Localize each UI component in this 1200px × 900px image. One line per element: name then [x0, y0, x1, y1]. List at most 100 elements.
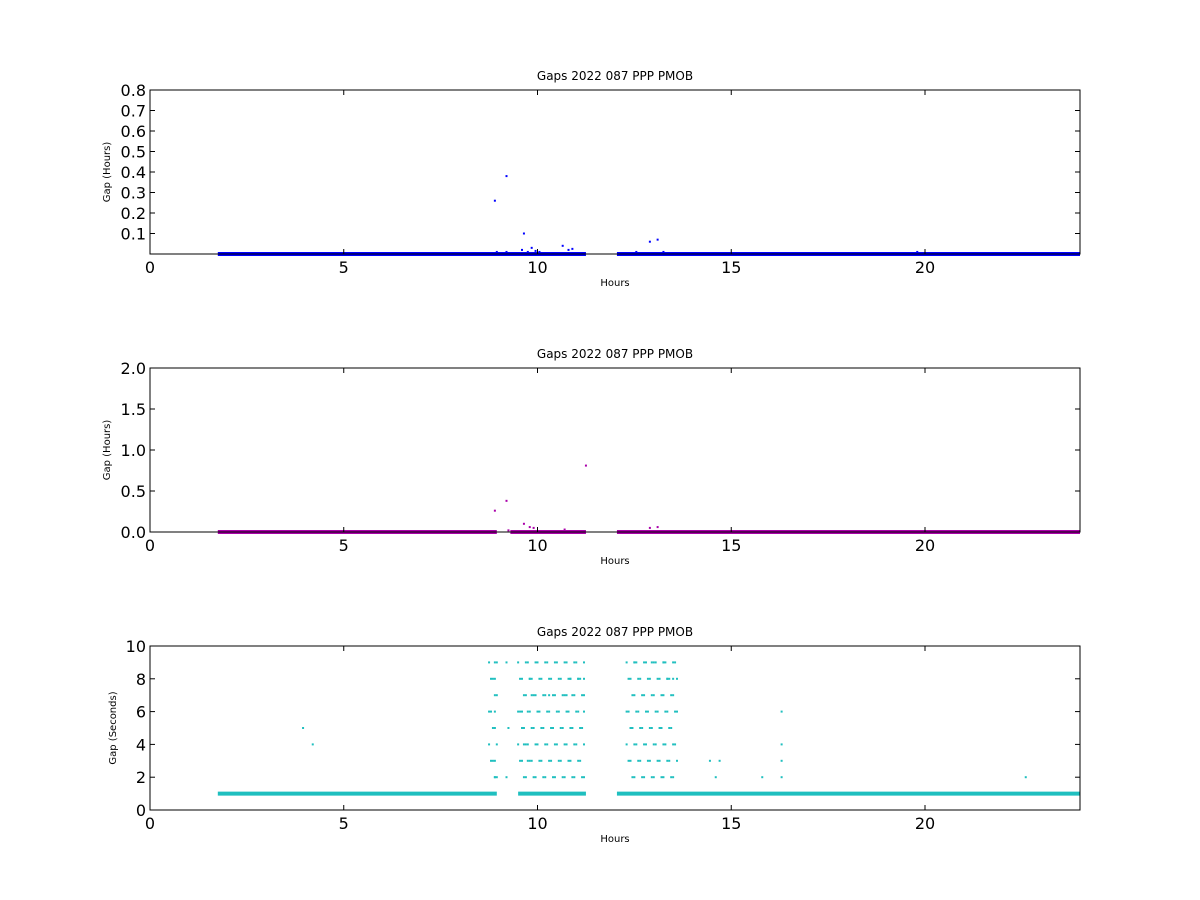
data-point: [662, 661, 665, 664]
data-point: [490, 710, 492, 713]
data-point: [542, 776, 545, 779]
data-point: [505, 499, 508, 502]
data-point: [571, 727, 574, 729]
data-point: [676, 710, 678, 713]
data-point: [656, 710, 659, 713]
data-point: [654, 661, 657, 664]
data-point: [490, 677, 492, 680]
data-point: [565, 710, 568, 713]
data-point: [648, 240, 651, 243]
data-point: [646, 710, 649, 713]
data-point: [557, 759, 560, 762]
data-point: [652, 743, 655, 746]
data-point: [555, 743, 558, 746]
data-point: [654, 743, 657, 746]
data-point: [664, 743, 667, 746]
data-point: [654, 710, 657, 713]
data-point: [633, 776, 636, 779]
data-point: [495, 250, 498, 253]
data-point: [548, 759, 551, 762]
data-point: [526, 250, 529, 253]
data-point: [493, 727, 496, 729]
data-point: [573, 743, 576, 746]
data-point: [517, 743, 520, 746]
data-point: [555, 661, 558, 664]
y-tick-label: 0.5: [121, 482, 146, 501]
data-point: [550, 677, 553, 680]
data-point: [579, 727, 582, 729]
data-point: [550, 759, 553, 762]
data-point: [521, 759, 523, 762]
data-point: [631, 727, 634, 729]
data-point: [519, 759, 522, 762]
data-point: [544, 694, 547, 697]
data-point: [761, 776, 764, 779]
subplot-3: Gaps 2022 087 PPP PMOB Hours Gap (Second…: [108, 625, 1081, 845]
data-point: [639, 727, 642, 729]
y-tick-label: 2.0: [121, 359, 146, 378]
data-point: [674, 710, 677, 713]
data-point: [526, 661, 529, 664]
data-point: [491, 759, 494, 762]
data-point: [646, 759, 649, 762]
x-tick-label: 15: [721, 536, 741, 555]
data-point: [505, 661, 508, 664]
data-point: [660, 776, 663, 779]
data-point: [577, 759, 580, 762]
data-point: [583, 694, 585, 697]
y-axis-label: Gap (Seconds): [108, 691, 119, 764]
data-point: [652, 694, 655, 697]
data-point: [579, 677, 582, 680]
data-point: [645, 710, 647, 713]
data-point: [567, 248, 570, 251]
y-tick-label: 0.0: [121, 523, 146, 542]
data-point: [583, 661, 585, 664]
data-point: [559, 759, 562, 762]
data-point: [571, 247, 574, 250]
data-point: [780, 759, 783, 762]
data-point: [526, 743, 529, 746]
data-point: [573, 661, 576, 664]
data-point: [625, 710, 628, 713]
data-point: [532, 694, 535, 697]
data-point: [633, 694, 636, 697]
data-point: [625, 743, 628, 746]
data-point: [660, 727, 663, 729]
y-tick-label: 6: [136, 703, 146, 722]
data-point: [528, 710, 531, 713]
data-point: [493, 710, 496, 713]
data-point: [517, 661, 520, 664]
data-point: [528, 677, 531, 680]
data-point: [553, 776, 556, 779]
data-point: [540, 677, 543, 680]
data-point: [524, 776, 527, 779]
data-point: [577, 710, 580, 713]
data-point: [538, 677, 541, 680]
data-point: [581, 776, 584, 779]
data-point: [538, 759, 541, 762]
data-point: [538, 710, 541, 713]
data-point: [575, 743, 578, 746]
data-point: [493, 776, 496, 779]
data-point: [553, 661, 556, 664]
data-point: [540, 727, 543, 729]
data-point: [627, 759, 630, 762]
data-point: [544, 776, 547, 779]
data-point: [629, 759, 632, 762]
data-point: [553, 694, 556, 697]
data-point: [637, 710, 640, 713]
plot-frame: [149, 645, 1081, 811]
data-point: [656, 526, 659, 529]
data-point: [546, 661, 549, 664]
data-point: [493, 759, 496, 762]
data-point: [567, 759, 570, 762]
data-point: [646, 677, 649, 680]
data-point: [491, 677, 494, 680]
y-axis-label: Gap (Hours): [102, 420, 113, 481]
y-tick-label: 0.1: [121, 225, 146, 244]
data-point: [561, 727, 564, 729]
data-point: [631, 776, 634, 779]
data-point: [542, 727, 545, 729]
data-point: [563, 694, 566, 697]
data-point: [550, 727, 553, 729]
